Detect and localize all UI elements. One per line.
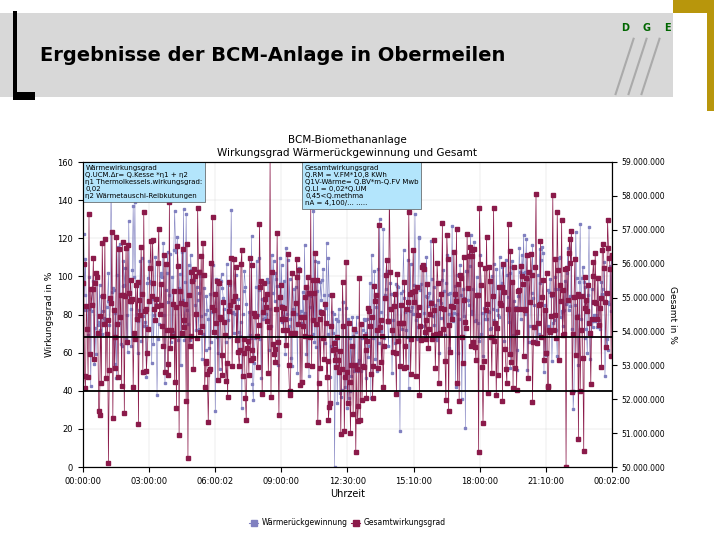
- Text: E: E: [664, 23, 670, 33]
- Text: Ergebnisse der BCM-Anlage in Obermeilen: Ergebnisse der BCM-Anlage in Obermeilen: [40, 46, 505, 65]
- Bar: [13, 92, 35, 99]
- Bar: [707, 0, 714, 111]
- Bar: [673, 0, 714, 14]
- Text: Wärmewirkungsgrad
Q.UCM.Δr= Q.Kesse *η1 + η2
η1 Thermolkessels.wirkungsgrad:
0,0: Wärmewirkungsgrad Q.UCM.Δr= Q.Kesse *η1 …: [86, 165, 203, 199]
- Text: G: G: [643, 23, 651, 33]
- Text: Gesamtwirkungsgrad
Q.RM = V.FM*10,8 KWh
Q1V-Wärme= Q.BV*m-Q.FV Mwb
Q.LI = 0,02*Q: Gesamtwirkungsgrad Q.RM = V.FM*10,8 KWh …: [305, 165, 418, 206]
- X-axis label: Uhrzeit: Uhrzeit: [330, 489, 365, 498]
- Y-axis label: Gesamt in %: Gesamt in %: [668, 286, 678, 343]
- Bar: [13, 11, 17, 99]
- Bar: [0, 14, 673, 97]
- Y-axis label: Wirkungsgrad in %: Wirkungsgrad in %: [45, 272, 55, 357]
- Title: BCM-Biomethananlage
Wirkungsgrad Wärmerückgewinnung und Gesamt: BCM-Biomethananlage Wirkungsgrad Wärmerü…: [217, 135, 477, 158]
- Text: D: D: [621, 23, 629, 33]
